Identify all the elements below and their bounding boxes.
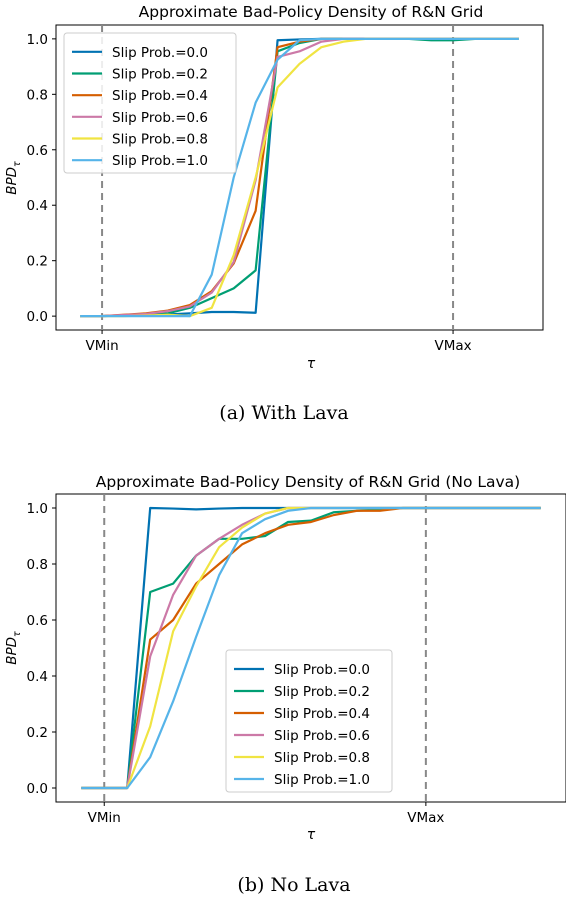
caption-a: (a) With Lava — [219, 402, 348, 424]
y-tick-label: 0.8 — [27, 557, 48, 573]
legend-label: Slip Prob.=1.0 — [112, 153, 208, 169]
x-tick-label: VMax — [407, 810, 444, 826]
legend-label: Slip Prob.=0.6 — [112, 110, 208, 126]
y-tick-label: 0.8 — [27, 87, 48, 103]
y-axis-label-sub: τ — [12, 161, 23, 167]
y-tick-label: 0.6 — [27, 613, 48, 629]
legend-label: Slip Prob.=0.0 — [274, 662, 370, 678]
caption-b: (b) No Lava — [237, 874, 350, 896]
legend-label: Slip Prob.=0.8 — [274, 750, 370, 766]
series-line — [80, 37, 519, 318]
legend-frame — [225, 649, 393, 793]
x-tick-label: VMin — [85, 338, 118, 354]
y-axis-label: BPDτ — [4, 161, 23, 195]
legend-label: Slip Prob.=0.0 — [112, 45, 208, 61]
series-layer — [80, 37, 519, 318]
legend-label: Slip Prob.=0.6 — [274, 728, 370, 744]
x-axis-label: τ — [307, 827, 316, 843]
legend-frame — [63, 32, 237, 174]
legend-label: Slip Prob.=0.2 — [274, 684, 370, 700]
plot-area-frame — [55, 24, 544, 331]
x-tick-layer: VMin VMax — [85, 330, 472, 354]
chart-with-lava: Approximate Bad-Policy Density of R&N Gr… — [4, 3, 544, 424]
y-tick-label: 1.0 — [27, 501, 48, 517]
x-axis-label: τ — [307, 356, 316, 372]
chart-title: Approximate Bad-Policy Density of R&N Gr… — [139, 3, 484, 21]
y-tick-label: 0.2 — [27, 254, 48, 270]
y-tick-label: 0.0 — [27, 781, 48, 797]
y-axis-label: BPDτ — [4, 631, 23, 665]
series-layer — [81, 506, 541, 790]
legend-label: Slip Prob.=0.8 — [112, 132, 208, 148]
y-axis-label-main: BPD — [4, 167, 20, 195]
y-tick-layer: 0.0 0.2 0.4 0.6 0.8 1.0 — [27, 32, 56, 325]
y-tick-layer: 0.0 0.2 0.4 0.6 0.8 1.0 — [27, 501, 56, 797]
y-tick-label: 0.6 — [27, 143, 48, 159]
legend: Slip Prob.=0.0 Slip Prob.=0.2 Slip Prob.=0… — [225, 649, 393, 793]
plot-area-frame — [55, 493, 566, 803]
x-tick-label: VMax — [434, 338, 471, 354]
legend: Slip Prob.=0.0 Slip Prob.=0.2 Slip Prob.=0… — [63, 32, 237, 174]
y-axis-label-sub: τ — [12, 631, 23, 637]
legend-label: Slip Prob.=1.0 — [274, 772, 370, 788]
y-tick-label: 0.4 — [27, 669, 48, 685]
y-tick-label: 1.0 — [27, 32, 48, 48]
legend-label: Slip Prob.=0.2 — [112, 67, 208, 83]
legend-label: Slip Prob.=0.4 — [112, 88, 208, 104]
vline-layer — [103, 494, 427, 802]
y-axis-label-main: BPD — [4, 637, 20, 665]
series-line — [81, 506, 541, 790]
y-tick-label: 0.4 — [27, 198, 48, 214]
x-tick-layer: VMin VMax — [88, 802, 444, 826]
x-tick-label: VMin — [88, 810, 121, 826]
legend-label: Slip Prob.=0.4 — [274, 706, 370, 722]
y-tick-label: 0.2 — [27, 725, 48, 741]
y-tick-label: 0.0 — [27, 309, 48, 325]
chart-no-lava: Approximate Bad-Policy Density of R&N Gr… — [4, 473, 566, 896]
chart-title: Approximate Bad-Policy Density of R&N Gr… — [96, 473, 520, 491]
